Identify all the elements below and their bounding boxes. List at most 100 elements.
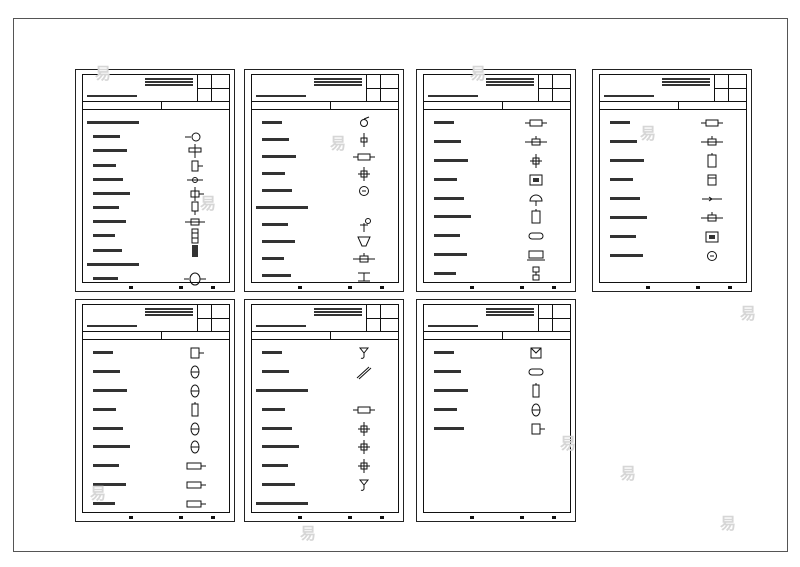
title-block xyxy=(252,75,398,102)
legend-row xyxy=(83,172,229,186)
title-text xyxy=(482,77,538,93)
legend-label xyxy=(434,234,460,238)
legend-label xyxy=(262,426,292,430)
legend-label xyxy=(93,502,115,506)
flow-meter-icon xyxy=(701,136,723,146)
legend-row xyxy=(83,496,229,510)
legend-label xyxy=(262,257,284,260)
watermark: 易 xyxy=(640,124,657,143)
envelope-icon xyxy=(530,347,542,359)
legend-row xyxy=(252,234,398,248)
sheet-mark xyxy=(211,286,215,289)
legend-label xyxy=(93,445,130,449)
sheet-mark xyxy=(520,516,524,519)
legend-label xyxy=(262,369,289,373)
legend-row xyxy=(83,271,229,286)
legend-label xyxy=(93,177,123,181)
legend-row xyxy=(600,210,746,224)
legend-label xyxy=(434,196,464,200)
title-text xyxy=(310,307,366,323)
sheet-mark xyxy=(348,286,352,289)
legend-label xyxy=(262,121,282,124)
legend-row xyxy=(600,172,746,186)
legend-row xyxy=(252,458,398,474)
table-header xyxy=(83,101,229,110)
legend-label xyxy=(93,220,126,224)
box-valve-icon xyxy=(353,153,375,161)
legend-label xyxy=(434,427,464,430)
legend-row xyxy=(83,383,229,398)
drum-icon xyxy=(528,368,544,376)
legend-label xyxy=(610,121,630,124)
gauge-icon xyxy=(707,174,717,186)
legend-label xyxy=(434,253,467,257)
legend-row xyxy=(252,200,398,214)
legend-label xyxy=(262,189,292,192)
legend-row xyxy=(83,115,229,129)
legend-row xyxy=(252,439,398,455)
legend-row xyxy=(600,153,746,168)
legend-row xyxy=(252,402,398,416)
valve-circle-icon xyxy=(185,132,201,142)
watermark: 易 xyxy=(470,64,487,83)
legend-label xyxy=(93,163,116,167)
circle-node-icon xyxy=(707,251,717,261)
legend-label xyxy=(256,388,308,392)
square-bracket-icon xyxy=(190,347,204,359)
arrow-line-icon xyxy=(702,196,722,202)
curve-valve-icon xyxy=(360,116,370,127)
legend-label xyxy=(93,426,123,430)
legend-label xyxy=(93,206,119,209)
watermark: 易 xyxy=(200,194,217,213)
hook-icon xyxy=(358,479,370,492)
legend-label xyxy=(93,149,127,153)
watermark: 易 xyxy=(300,524,317,543)
legend-row xyxy=(424,191,570,206)
legend-label xyxy=(256,502,308,506)
watermark: 易 xyxy=(90,484,107,503)
square-bracket-icon xyxy=(531,423,545,435)
table-header xyxy=(252,101,398,110)
rect-line-icon xyxy=(186,462,206,470)
legend-row xyxy=(600,115,746,129)
legend-row xyxy=(424,266,570,281)
hook-icon xyxy=(358,347,370,359)
legend-row xyxy=(252,345,398,359)
sheet-mark xyxy=(520,286,524,289)
legend-label xyxy=(610,235,636,238)
legend-row xyxy=(252,496,398,510)
title-text xyxy=(141,77,197,93)
legend-row xyxy=(83,214,229,228)
sheet-mark xyxy=(348,516,352,519)
box-valve-icon xyxy=(701,119,723,127)
legend-row xyxy=(424,153,570,168)
legend-row xyxy=(424,364,570,378)
legend-label xyxy=(262,445,299,449)
legend-row xyxy=(83,158,229,172)
legend-label xyxy=(93,276,118,280)
cylinder-icon xyxy=(532,383,540,398)
tee-icon xyxy=(358,421,370,436)
legend-row xyxy=(252,421,398,436)
legend-row xyxy=(83,257,229,271)
sheet-mark xyxy=(298,286,302,289)
spring-valve-icon xyxy=(360,133,368,147)
sheet-mark xyxy=(179,516,183,519)
diaphragm-valve-icon xyxy=(360,218,371,232)
rect-line-icon xyxy=(186,500,206,508)
stacked-valve-icon xyxy=(532,266,540,281)
legend-row xyxy=(83,143,229,159)
legend-row xyxy=(252,217,398,232)
sheet-mark xyxy=(380,286,384,289)
watermark: 易 xyxy=(95,64,112,83)
legend-row xyxy=(424,421,570,435)
legend-row xyxy=(83,228,229,244)
oval-icon xyxy=(190,365,200,379)
legend-row xyxy=(424,247,570,261)
title-block xyxy=(424,75,570,102)
drum-icon xyxy=(528,232,544,240)
pump-circle-icon xyxy=(184,272,206,286)
legend-row xyxy=(424,345,570,359)
sheet-mark xyxy=(552,286,556,289)
sheet-mark xyxy=(470,286,474,289)
